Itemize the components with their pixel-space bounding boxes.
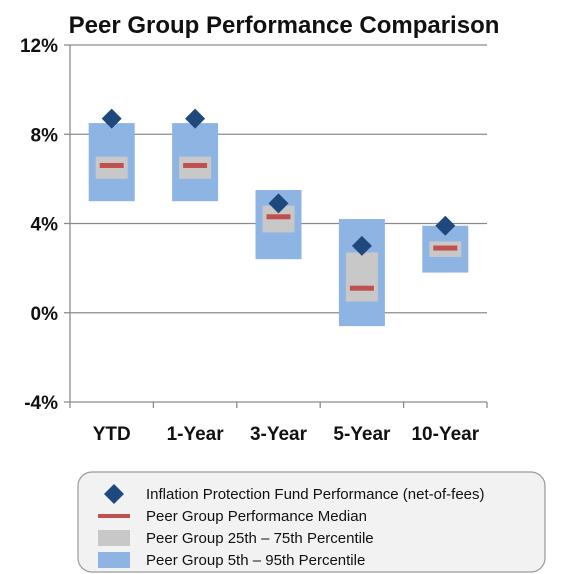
fund-diamond-marker [351, 235, 372, 256]
median-marker [266, 214, 291, 220]
legend: Inflation Protection Fund Performance (n… [77, 471, 546, 573]
legend-box [77, 471, 546, 573]
y-tick-label: 0% [31, 304, 59, 325]
median-marker [99, 162, 124, 168]
x-category-label: 10-Year [411, 424, 479, 445]
fund-diamond-marker [268, 193, 289, 214]
legend-median-dash-icon [98, 514, 130, 518]
range-25-75-bar [345, 252, 378, 302]
legend-blue-box-icon [98, 552, 130, 568]
median-marker [183, 162, 208, 168]
fund-diamond-marker [435, 215, 456, 236]
fund-diamond-marker [101, 108, 122, 129]
median-marker [433, 245, 458, 251]
axis-layer [64, 44, 488, 408]
legend-diamond-icon [104, 484, 124, 504]
chart-title: Peer Group Performance Comparison [69, 12, 500, 39]
legend-gray-box-icon [98, 530, 130, 546]
x-category-label: 3-Year [250, 424, 308, 445]
labels-layer: 12% 8% 4% 0% -4% YTD 1-Year 3-Year 5-Year 10-Year [20, 36, 480, 445]
legend-label: Peer Group Performance Median [146, 508, 367, 525]
y-tick-label: 12% [20, 36, 58, 57]
legend-label: Inflation Protection Fund Performance (n… [146, 486, 485, 503]
y-tick-label: -4% [24, 393, 58, 414]
x-category-label: 5-Year [333, 424, 391, 445]
median-marker [349, 285, 374, 291]
x-category-label: YTD [93, 424, 131, 445]
fund-diamond-marker [185, 108, 206, 129]
bars-layer [88, 108, 469, 327]
legend-label: Peer Group 5th – 95th Percentile [146, 552, 365, 569]
y-tick-label: 8% [31, 125, 59, 146]
legend-label: Peer Group 25th – 75th Percentile [146, 530, 374, 547]
x-category-label: 1-Year [167, 424, 225, 445]
y-tick-label: 4% [31, 215, 59, 236]
